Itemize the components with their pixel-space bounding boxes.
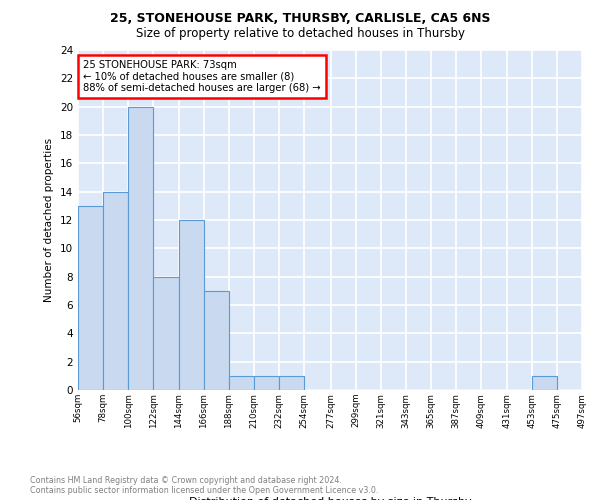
Bar <box>154 276 179 390</box>
Bar <box>128 106 154 390</box>
Text: Size of property relative to detached houses in Thursby: Size of property relative to detached ho… <box>136 28 464 40</box>
Bar <box>279 376 304 390</box>
Bar <box>204 291 229 390</box>
Text: 25, STONEHOUSE PARK, THURSBY, CARLISLE, CA5 6NS: 25, STONEHOUSE PARK, THURSBY, CARLISLE, … <box>110 12 490 26</box>
Bar <box>179 220 204 390</box>
Bar <box>532 376 557 390</box>
Bar <box>254 376 279 390</box>
Bar <box>103 192 128 390</box>
Text: 25 STONEHOUSE PARK: 73sqm
← 10% of detached houses are smaller (8)
88% of semi-d: 25 STONEHOUSE PARK: 73sqm ← 10% of detac… <box>83 60 320 94</box>
Bar <box>229 376 254 390</box>
Y-axis label: Number of detached properties: Number of detached properties <box>44 138 55 302</box>
Bar <box>78 206 103 390</box>
X-axis label: Distribution of detached houses by size in Thursby: Distribution of detached houses by size … <box>188 497 472 500</box>
Text: Contains HM Land Registry data © Crown copyright and database right 2024.
Contai: Contains HM Land Registry data © Crown c… <box>30 476 379 495</box>
